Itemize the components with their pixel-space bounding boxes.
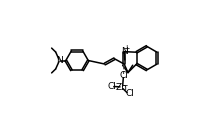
Text: N: N bbox=[56, 56, 63, 65]
Text: Zn: Zn bbox=[116, 83, 128, 92]
Text: Cl: Cl bbox=[125, 89, 134, 98]
Text: N: N bbox=[121, 47, 127, 56]
Text: +: + bbox=[124, 44, 130, 53]
Text: Cl: Cl bbox=[119, 71, 128, 80]
Text: −: − bbox=[121, 81, 128, 90]
Text: Cl: Cl bbox=[107, 82, 116, 91]
